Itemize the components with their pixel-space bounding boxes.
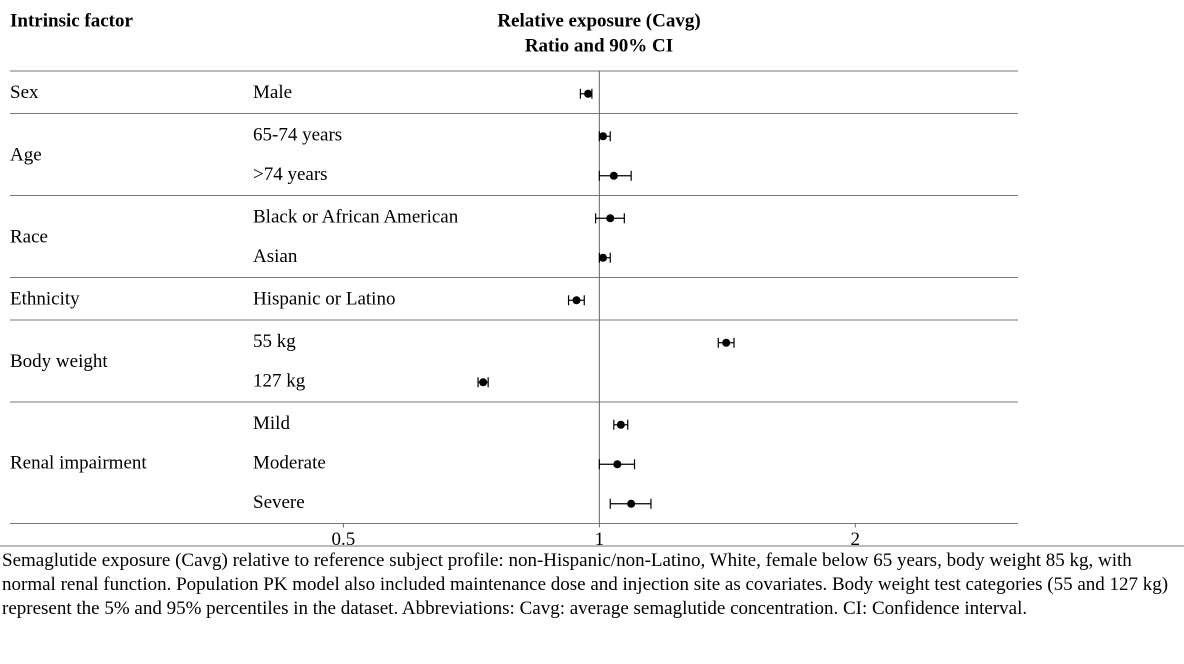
row-label: >74 years <box>253 164 328 185</box>
header-factor: Intrinsic factor <box>10 10 134 31</box>
point-estimate <box>606 214 615 223</box>
point-estimate <box>627 499 636 508</box>
row-label: 65-74 years <box>253 125 342 146</box>
point-estimate <box>479 378 488 387</box>
footnote: Semaglutide exposure (Cavg) relative to … <box>2 550 1169 619</box>
point-estimate <box>572 296 581 305</box>
chart: Intrinsic factor Relative exposure (Cavg… <box>0 10 1184 548</box>
point-estimate <box>599 253 608 262</box>
point-estimate <box>609 171 618 180</box>
x-tick-label: 2 <box>851 529 861 548</box>
row-label: Severe <box>253 492 305 513</box>
row-label: Mild <box>253 413 290 434</box>
point-estimate <box>616 420 625 429</box>
row-label: Moderate <box>253 453 326 474</box>
group-label: Renal impairment <box>10 453 147 474</box>
group-label: Age <box>10 144 42 165</box>
row-label: Male <box>253 82 292 103</box>
row-label: Asian <box>253 246 298 267</box>
row-label: 55 kg <box>253 331 296 352</box>
group-label: Race <box>10 226 48 247</box>
x-tick-label: 0.5 <box>332 529 356 548</box>
group-label: Ethnicity <box>10 289 80 310</box>
point-estimate <box>599 132 608 141</box>
point-estimate <box>722 338 731 347</box>
point-estimate <box>584 89 593 98</box>
group-label: Sex <box>10 82 39 103</box>
point-estimate <box>613 460 622 469</box>
x-tick-label: 1 <box>595 529 605 548</box>
group-label: Body weight <box>10 351 108 372</box>
header-measure: Relative exposure (Cavg) <box>497 10 700 31</box>
row-label: Hispanic or Latino <box>253 289 395 310</box>
row-label: Black or African American <box>253 207 459 228</box>
header-measure-sub: Ratio and 90% CI <box>525 35 673 56</box>
row-label: 127 kg <box>253 371 306 392</box>
